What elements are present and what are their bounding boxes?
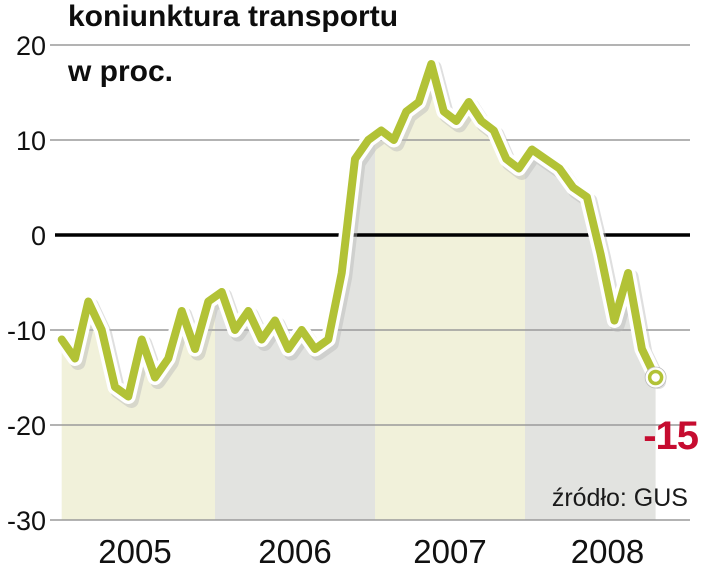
end-marker bbox=[647, 369, 664, 386]
x-tick-label-2006: 2006 bbox=[258, 533, 331, 570]
y-tick-label: -20 bbox=[7, 411, 46, 441]
series-line bbox=[57, 60, 660, 401]
y-tick-label: 20 bbox=[16, 31, 46, 61]
y-tick-label: 0 bbox=[31, 221, 46, 251]
end-value-label: -15 bbox=[643, 414, 699, 458]
x-tick-label-2008: 2008 bbox=[571, 533, 644, 570]
x-tick-label-2005: 2005 bbox=[98, 533, 171, 570]
chart-subtitle: w proc. bbox=[68, 55, 174, 88]
area-band-2005 bbox=[61, 64, 215, 520]
x-tick-label-2007: 2007 bbox=[413, 533, 486, 570]
y-tick-label: -10 bbox=[7, 316, 46, 346]
chart-title: koniunktura transportu bbox=[68, 0, 399, 33]
y-tick-label: -30 bbox=[7, 506, 46, 536]
area-bands bbox=[61, 64, 656, 520]
source-label: źródło: GUS bbox=[551, 484, 688, 512]
y-tick-label: 10 bbox=[16, 126, 46, 156]
